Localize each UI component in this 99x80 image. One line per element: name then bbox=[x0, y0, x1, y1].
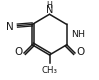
Text: O: O bbox=[14, 47, 22, 57]
Text: N: N bbox=[6, 22, 14, 32]
Text: H: H bbox=[47, 1, 52, 10]
Text: O: O bbox=[77, 47, 85, 57]
Text: NH: NH bbox=[71, 30, 85, 39]
Text: CH₃: CH₃ bbox=[41, 66, 58, 75]
Text: N: N bbox=[46, 5, 53, 15]
